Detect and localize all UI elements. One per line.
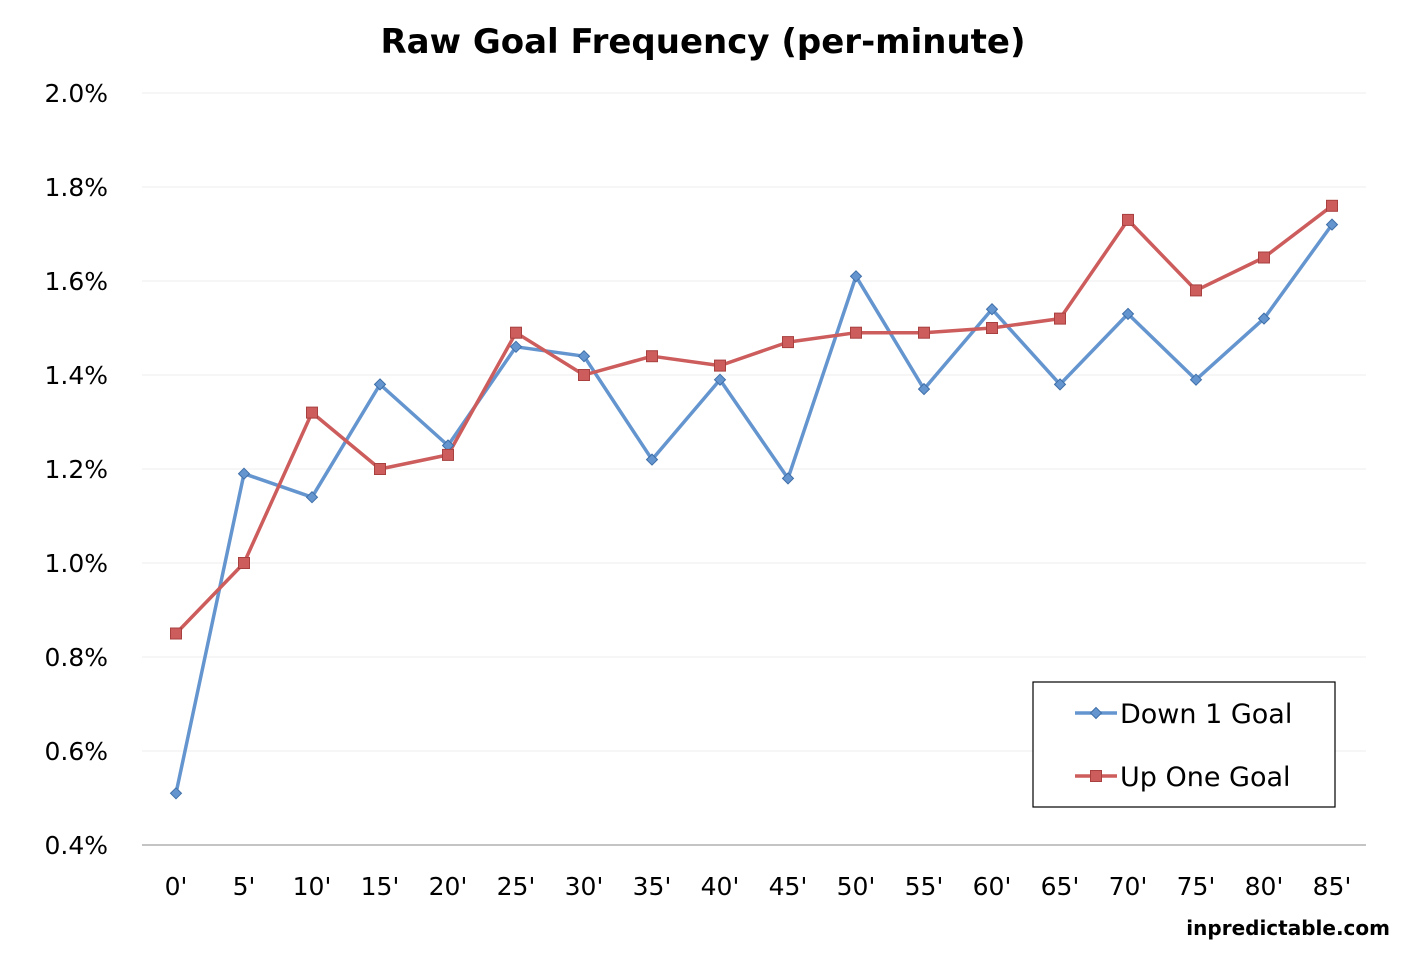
data-point-up-one-goal <box>1190 284 1202 297</box>
x-tick-label: 75' <box>1177 872 1216 901</box>
data-point-up-one-goal <box>1258 251 1270 264</box>
y-tick-label: 2.0% <box>44 79 108 108</box>
x-tick-label: 40' <box>701 872 740 901</box>
data-point-down-1-goal <box>373 378 387 391</box>
gridlines <box>142 92 1366 846</box>
data-point-down-1-goal <box>1121 307 1135 321</box>
data-point-up-one-goal <box>1122 213 1134 226</box>
x-tick-label: 50' <box>837 872 876 901</box>
legend: Down 1 Goal Up One Goal <box>1032 681 1336 808</box>
data-point-up-one-goal <box>646 350 658 363</box>
series-lines <box>174 204 1334 794</box>
data-point-down-1-goal <box>237 467 251 480</box>
data-point-down-1-goal <box>169 787 183 800</box>
data-point-down-1-goal <box>917 382 931 396</box>
data-point-down-1-goal <box>1053 378 1067 391</box>
data-point-down-1-goal <box>985 302 999 316</box>
data-point-down-1-goal <box>645 453 659 466</box>
series-line-down-1-goal <box>174 223 1334 794</box>
data-point-up-one-goal <box>986 322 998 334</box>
data-point-down-1-goal <box>1325 218 1339 231</box>
y-tick-label: 1.0% <box>44 549 108 578</box>
x-tick-label: 35' <box>633 872 672 901</box>
y-tick-label: 1.8% <box>44 173 108 202</box>
data-point-down-1-goal <box>305 490 319 504</box>
y-tick-label: 1.6% <box>44 267 108 296</box>
x-tick-label: 10' <box>293 872 332 901</box>
data-point-up-one-goal <box>714 359 726 372</box>
series-markers <box>169 199 1339 800</box>
series-line-up-one-goal <box>174 204 1334 635</box>
data-point-up-one-goal <box>1054 312 1066 325</box>
credit-text: inpredictable.com <box>1186 916 1390 940</box>
data-point-up-one-goal <box>170 627 182 640</box>
x-tick-label: 25' <box>497 872 536 901</box>
x-axis: 0' 5' 10' 15' 20' 25' 30' 35' 40' 45' 50' 55' 60' 65'… <box>165 872 1352 901</box>
y-axis: 0.4% 0.6% 0.8% 1.0% 1.2% 1.4% 1.6% 1.8% 2.0% <box>44 79 108 860</box>
x-tick-label: 0' <box>165 872 188 901</box>
x-tick-label: 70' <box>1109 872 1148 901</box>
data-point-up-one-goal <box>578 369 590 381</box>
x-tick-label: 15' <box>361 872 400 901</box>
data-point-up-one-goal <box>782 336 794 349</box>
legend-marker-up-one-goal <box>1090 770 1102 782</box>
x-tick-label: 20' <box>429 872 468 901</box>
y-tick-label: 0.8% <box>44 643 108 672</box>
x-tick-label: 80' <box>1245 872 1284 901</box>
data-point-down-1-goal <box>713 373 727 386</box>
x-tick-label: 85' <box>1313 872 1352 901</box>
data-point-up-one-goal <box>442 448 454 461</box>
data-point-down-1-goal <box>577 349 591 363</box>
data-point-up-one-goal <box>374 463 386 475</box>
y-tick-label: 0.6% <box>44 737 108 766</box>
data-point-up-one-goal <box>918 326 930 339</box>
y-tick-label: 0.4% <box>44 831 108 860</box>
y-tick-label: 1.2% <box>44 455 108 484</box>
x-tick-label: 30' <box>565 872 604 901</box>
x-tick-label: 55' <box>905 872 944 901</box>
y-tick-label: 1.4% <box>44 361 108 390</box>
x-tick-label: 45' <box>769 872 808 901</box>
x-tick-label: 5' <box>233 872 256 901</box>
data-point-down-1-goal <box>849 270 863 283</box>
data-point-up-one-goal <box>306 406 318 419</box>
legend-label: Down 1 Goal <box>1120 699 1292 730</box>
legend-marker-down-1-goal <box>1089 706 1103 720</box>
chart-title: Raw Goal Frequency (per-minute) <box>380 22 1026 62</box>
data-point-down-1-goal <box>1189 373 1203 386</box>
data-point-up-one-goal <box>850 326 862 339</box>
data-point-up-one-goal <box>1326 199 1338 212</box>
data-point-up-one-goal <box>238 557 250 569</box>
legend-label: Up One Goal <box>1120 762 1291 793</box>
data-point-down-1-goal <box>781 472 795 485</box>
data-point-down-1-goal <box>1257 312 1271 325</box>
legend-box <box>1032 681 1336 808</box>
x-tick-label: 60' <box>973 872 1012 901</box>
x-tick-label: 65' <box>1041 872 1080 901</box>
data-point-down-1-goal <box>509 340 523 354</box>
data-point-up-one-goal <box>510 326 522 339</box>
